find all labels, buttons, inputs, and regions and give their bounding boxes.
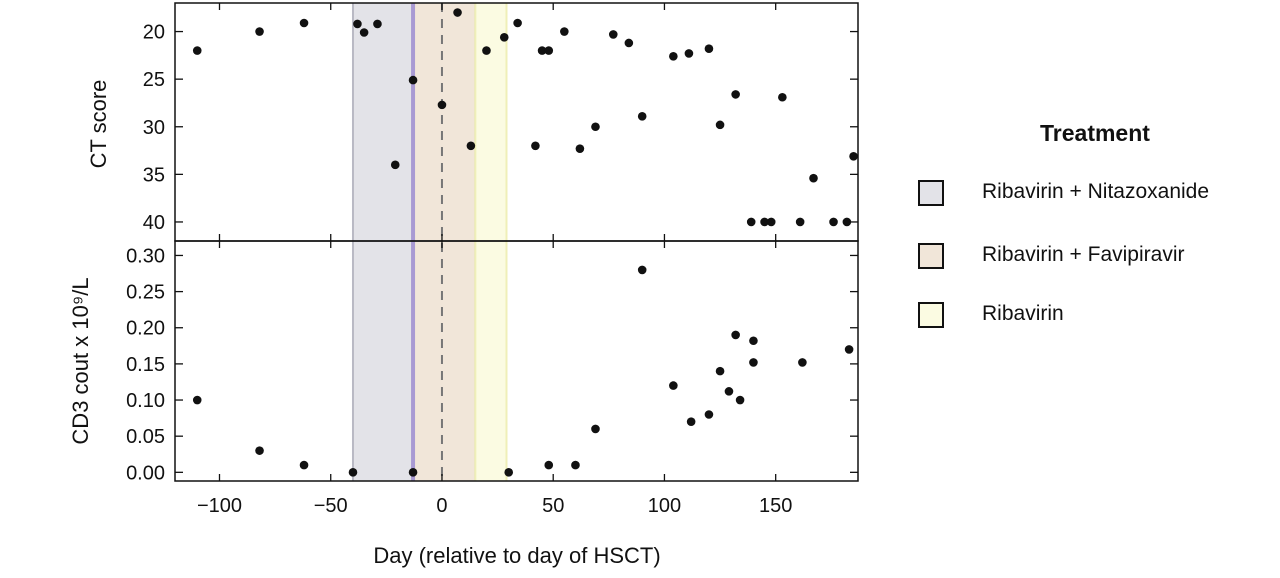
- legend-swatch-favipiravir: [918, 243, 944, 269]
- ct-score-data-point: [192, 46, 202, 55]
- cd3-count-data-point: [348, 468, 358, 477]
- cd3-count-ytick-label: 0.05: [126, 426, 165, 448]
- ct-score-data-point: [715, 120, 725, 130]
- legend-swatch-ribavirin: [918, 302, 944, 328]
- legend-swatch-nitazoxanide: [918, 180, 944, 206]
- ct-score-data-point: [809, 173, 818, 183]
- treatment-band-0: [352, 3, 414, 481]
- cd3-count-data-point: [544, 460, 554, 470]
- ct-score-frame: [174, 2, 859, 242]
- cd3-count-data-point: [192, 395, 202, 405]
- cd3-count-data-point: [731, 330, 740, 340]
- cd3-count-ytick-label: 0.30: [126, 245, 165, 267]
- ct-score-data-point: [842, 217, 852, 227]
- ct-score-data-point: [299, 18, 309, 28]
- ct-score-data-point: [353, 19, 362, 29]
- cd3-count-ytick-label: 0.20: [126, 318, 165, 340]
- ct-score-data-point: [544, 46, 554, 55]
- ct-score-data-point: [537, 46, 547, 55]
- cd3-count-data-point: [686, 417, 696, 427]
- cd3-count-frame: [174, 240, 859, 482]
- ct-score-data-point: [704, 44, 714, 53]
- ct-score-data-point: [453, 8, 462, 17]
- cd3-count-data-point: [704, 410, 714, 419]
- legend-title: Treatment: [1040, 120, 1150, 146]
- ct-score-data-point: [684, 49, 694, 58]
- cd3-count-data-point: [255, 446, 264, 455]
- ct-score-data-point: [731, 90, 740, 99]
- cd3-count-panel: 0.00 0.05 0.10 0.15 0.20 0.25 0.30: [126, 240, 859, 484]
- ct-score-data-point: [795, 217, 805, 227]
- ct-score-data-point: [466, 141, 476, 151]
- ct-score-data-point: [669, 52, 678, 61]
- ct-score-data-point: [531, 141, 540, 151]
- cd3-count-data-point: [749, 336, 758, 346]
- ct-score-data-point: [608, 30, 618, 39]
- treatment-band-1: [413, 3, 476, 481]
- ct-score-data-point: [359, 28, 369, 37]
- treatment-band-2: [475, 3, 507, 481]
- legend-label-favipiravir: Ribavirin + Favipiravir: [982, 243, 1185, 266]
- ct-score-data-point: [829, 217, 838, 227]
- ct-score-data-point: [591, 122, 600, 132]
- cd3-count-data-point: [571, 460, 580, 470]
- x-tick-label: 100: [648, 495, 681, 517]
- ct-score-data-point: [373, 19, 382, 29]
- ct-score-ytick-label: 40: [143, 212, 165, 234]
- ct-score-data-point: [499, 32, 509, 42]
- x-tick-label: 50: [542, 495, 564, 517]
- ct-score-data-point: [624, 38, 634, 48]
- cd3-count-data-point: [408, 468, 418, 477]
- cd3-count-ytick-label: 0.15: [126, 354, 165, 376]
- ct-score-data-point: [766, 217, 776, 227]
- ct-score-ytick-label: 25: [143, 69, 165, 91]
- ct-score-data-point: [482, 46, 491, 55]
- ct-score-data-point: [575, 144, 585, 153]
- cd3-count-data-point: [844, 345, 854, 354]
- ct-score-data-point: [778, 92, 787, 102]
- cd3-count-data-point: [637, 265, 647, 275]
- ct-score-data-point: [437, 100, 447, 110]
- ct-score-data-point: [560, 27, 569, 36]
- ct-score-data-point: [408, 75, 418, 85]
- cd3-count-data-point: [669, 381, 678, 390]
- cd3-count-data-point: [724, 387, 734, 396]
- ct-score-ytick-label: 20: [143, 22, 165, 44]
- x-tick-label: 150: [759, 495, 792, 517]
- ct-score-data-point: [390, 160, 400, 170]
- cd3-count-data-point: [591, 424, 600, 434]
- ct-score-data-point: [849, 151, 858, 161]
- ct-score-data-point: [255, 27, 264, 36]
- ct-score-data-point: [760, 217, 769, 227]
- x-axis: −100 −50 0 50 100 150: [197, 495, 792, 517]
- treatment-bands: [351, 3, 508, 481]
- ct-score-ytick-label: 35: [143, 164, 165, 186]
- x-axis-label: Day (relative to day of HSCT): [373, 543, 660, 568]
- ct-score-panel: 20 25 30 35 40: [143, 2, 859, 242]
- cd3-count-data-point: [715, 366, 725, 376]
- cd3-count-ytick-label: 0.10: [126, 390, 165, 412]
- ct-score-data-point: [513, 18, 522, 28]
- cd3-count-data-point: [299, 460, 309, 470]
- y-axis-label-cd3-count: CD3 cout x 10⁹/L: [68, 277, 93, 444]
- cd3-count-data-point: [798, 358, 807, 367]
- x-tick-label: 0: [436, 495, 447, 517]
- ct-score-data-point: [637, 111, 647, 121]
- cd3-count-data-point: [504, 468, 514, 477]
- cd3-count-data-point: [735, 395, 745, 405]
- x-tick-label: −50: [314, 495, 348, 517]
- cd3-count-ytick-label: 0.00: [126, 462, 165, 484]
- ct-score-ytick-label: 30: [143, 117, 165, 139]
- cd3-count-data-point: [749, 358, 758, 367]
- legend-label-ribavirin: Ribavirin: [982, 302, 1064, 325]
- x-tick-label: −100: [197, 495, 242, 517]
- legend-label-nitazoxanide: Ribavirin + Nitazoxanide: [982, 180, 1210, 203]
- cd3-count-ytick-label: 0.25: [126, 282, 165, 304]
- ct-score-data-point: [746, 217, 756, 227]
- y-axis-label-ct-score: CT score: [86, 80, 111, 169]
